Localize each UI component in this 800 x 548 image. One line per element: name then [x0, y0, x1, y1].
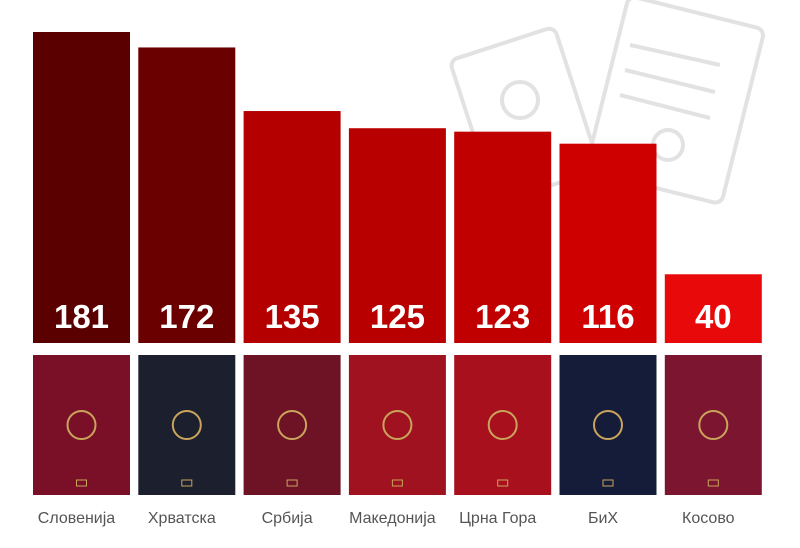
passport: [559, 355, 657, 495]
value-label: 172: [159, 298, 214, 335]
value-label: 181: [54, 298, 109, 335]
passport: [664, 355, 762, 495]
bar: [664, 274, 762, 343]
passport-chip: [497, 479, 509, 487]
passport: [454, 355, 552, 495]
passport-chip: [602, 479, 614, 487]
value-label: 135: [265, 298, 320, 335]
passport: [33, 355, 130, 495]
category-label: БиХ: [588, 510, 618, 527]
category-label: Косово: [682, 510, 735, 527]
passport-emblem: [382, 410, 413, 440]
passport-emblem: [66, 410, 97, 440]
bar: [348, 128, 446, 343]
passport-emblem: [593, 410, 623, 440]
passport: [138, 355, 236, 495]
category-label: Србија: [262, 510, 313, 527]
value-label: 123: [475, 298, 530, 335]
passport-chip: [181, 479, 193, 487]
category-label: Хрватска: [148, 510, 216, 527]
passport-emblem: [277, 410, 308, 440]
bar: [33, 32, 130, 343]
passport-emblem: [171, 410, 202, 440]
passport-chip: [707, 479, 719, 487]
bar: [559, 143, 657, 343]
passport: [348, 355, 446, 495]
value-label: 125: [370, 298, 425, 335]
value-label: 116: [581, 298, 634, 335]
passport: [243, 355, 341, 495]
category-label: Словенија: [38, 510, 116, 527]
bar: [138, 47, 236, 344]
category-label: Македонија: [349, 510, 436, 527]
passport-chip: [76, 479, 87, 487]
passport-chip: [391, 479, 403, 487]
bar: [454, 131, 552, 343]
value-label: 40: [695, 298, 732, 335]
passport-emblem: [487, 410, 518, 440]
bar: [243, 111, 341, 344]
category-label: Црна Гора: [459, 510, 536, 527]
passport-chip: [286, 479, 298, 487]
passport-emblem: [698, 410, 729, 440]
